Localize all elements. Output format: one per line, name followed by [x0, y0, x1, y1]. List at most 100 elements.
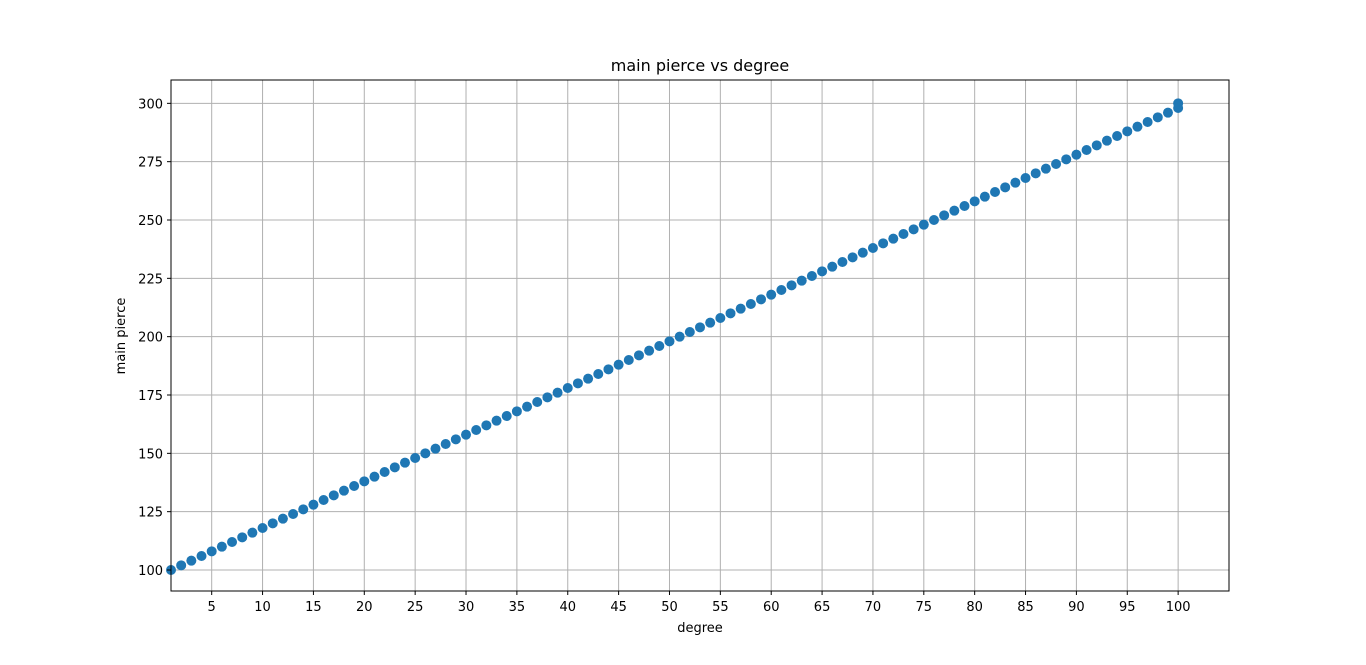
- data-point: [491, 415, 502, 426]
- data-point: [1030, 168, 1041, 179]
- data-point: [1101, 135, 1112, 146]
- data-point: [766, 289, 777, 300]
- data-point: [715, 313, 726, 323]
- data-point: [572, 378, 583, 389]
- data-point: [623, 355, 634, 365]
- data-point: [979, 191, 990, 202]
- data-point: [644, 345, 655, 356]
- data-point: [725, 308, 736, 319]
- data-point: [817, 266, 828, 277]
- data-point: [908, 224, 919, 235]
- data-point: [1152, 112, 1163, 123]
- data-point: [349, 481, 360, 491]
- x-tick-label: 20: [356, 600, 373, 615]
- data-point: [776, 285, 787, 295]
- data-point: [867, 243, 878, 253]
- data-points: [166, 98, 1184, 575]
- data-point: [796, 275, 807, 286]
- x-tick-label: 35: [509, 600, 526, 615]
- data-point: [471, 425, 482, 435]
- data-point: [481, 420, 492, 431]
- data-point: [511, 406, 522, 417]
- y-axis-label: main pierce: [114, 298, 129, 375]
- x-tick-label: 25: [407, 600, 424, 615]
- y-tick-label: 150: [138, 447, 163, 462]
- data-point: [1162, 107, 1173, 118]
- data-point: [857, 247, 868, 258]
- data-point: [633, 350, 644, 361]
- data-point: [684, 327, 695, 337]
- data-point: [1040, 163, 1051, 174]
- data-point: [664, 336, 675, 347]
- data-point: [216, 541, 227, 552]
- data-point: [318, 495, 329, 505]
- y-tick-label: 250: [138, 214, 163, 229]
- data-point: [461, 429, 472, 440]
- data-point: [389, 462, 400, 473]
- data-point: [410, 453, 421, 463]
- data-point: [756, 294, 767, 305]
- x-tick-label: 55: [712, 600, 729, 615]
- x-tick-label: 70: [865, 600, 882, 615]
- data-point: [257, 523, 268, 533]
- y-tick-label: 125: [138, 506, 163, 521]
- axis-ticks: 5 10 15 20 25 30 35 40 45 50 55 60 65 70 75 80 85 90 95 100…: [138, 97, 1190, 615]
- data-point: [705, 317, 716, 328]
- data-point: [939, 210, 950, 221]
- y-tick-label: 175: [138, 389, 163, 404]
- data-point: [237, 532, 248, 543]
- data-point: [1132, 121, 1143, 132]
- data-point: [959, 201, 970, 211]
- data-point: [878, 238, 889, 249]
- chart-title: main pierce vs degree: [611, 56, 789, 75]
- data-point: [430, 443, 441, 454]
- data-point: [359, 476, 370, 487]
- data-point: [918, 219, 929, 230]
- x-tick-label: 50: [661, 600, 678, 615]
- x-tick-label: 40: [559, 600, 576, 615]
- data-point: [1000, 182, 1011, 193]
- data-point: [1051, 159, 1062, 169]
- data-point: [949, 205, 960, 216]
- x-tick-label: 90: [1068, 600, 1085, 615]
- data-point: [450, 434, 461, 445]
- y-tick-label: 100: [138, 564, 163, 579]
- data-point: [603, 364, 614, 375]
- data-point: [898, 229, 909, 239]
- data-point: [593, 369, 604, 379]
- y-tick-label: 200: [138, 331, 163, 346]
- x-tick-label: 65: [814, 600, 831, 615]
- x-axis-label: degree: [677, 621, 723, 636]
- data-point: [176, 560, 187, 571]
- y-tick-label: 275: [138, 156, 163, 171]
- x-tick-label: 75: [916, 600, 933, 615]
- y-tick-label: 300: [138, 97, 163, 112]
- data-point: [654, 341, 665, 351]
- data-point: [1081, 145, 1092, 155]
- plot-frame: [170, 79, 1230, 592]
- data-point: [196, 551, 207, 561]
- data-point: [267, 518, 278, 529]
- grid: [171, 80, 1229, 591]
- data-point: [1142, 117, 1153, 127]
- x-tick-label: 60: [763, 600, 780, 615]
- data-point: [277, 513, 288, 524]
- data-point: [328, 490, 339, 501]
- data-point: [552, 387, 563, 398]
- data-point: [583, 373, 594, 384]
- data-point: [440, 439, 451, 449]
- data-point: [186, 555, 197, 566]
- data-point: [613, 359, 624, 370]
- data-point: [735, 303, 746, 314]
- data-point: [399, 457, 410, 468]
- x-tick-label: 15: [305, 600, 322, 615]
- x-tick-label: 80: [966, 600, 983, 615]
- x-tick-label: 5: [208, 600, 216, 615]
- data-point: [298, 504, 309, 515]
- data-point: [1010, 177, 1021, 188]
- data-point: [1071, 149, 1082, 160]
- data-point: [928, 215, 939, 225]
- data-point: [827, 261, 838, 272]
- data-point: [847, 252, 858, 263]
- x-tick-label: 100: [1166, 600, 1191, 615]
